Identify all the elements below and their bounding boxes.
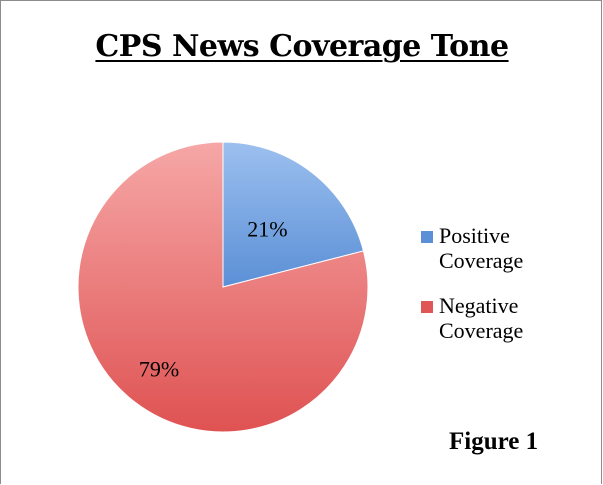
pie-slice-positive <box>222 141 365 288</box>
legend-swatch-negative <box>421 301 433 313</box>
legend-item-negative: Negative Coverage <box>421 293 559 343</box>
figure-label: Figure 1 <box>449 428 539 455</box>
legend-label-positive: Positive Coverage <box>439 223 524 273</box>
legend-item-positive: Positive Coverage <box>421 223 559 273</box>
chart-legend: Positive Coverage Negative Coverage <box>421 223 559 363</box>
legend-swatch-positive <box>421 231 433 243</box>
data-label-positive: 21% <box>247 217 287 242</box>
pie-slice-negative <box>77 141 369 433</box>
chart-title: CPS News Coverage Tone <box>95 29 509 64</box>
data-label-negative: 79% <box>139 357 179 382</box>
legend-label-negative: Negative Coverage <box>439 293 524 343</box>
